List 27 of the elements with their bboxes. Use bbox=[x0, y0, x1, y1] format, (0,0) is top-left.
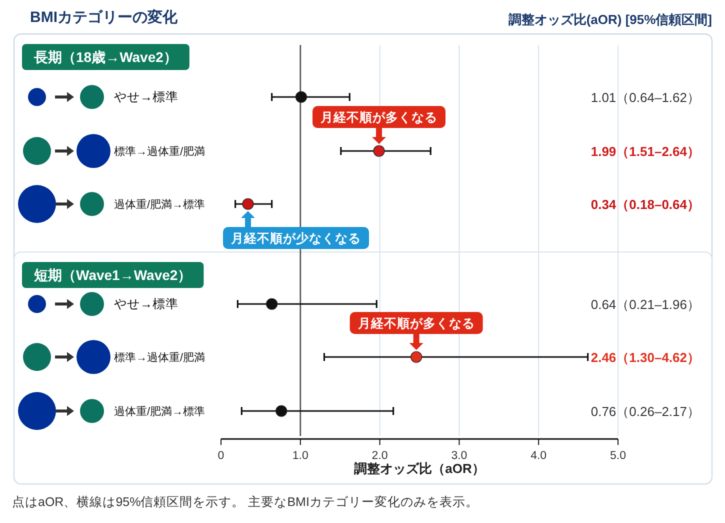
y-tick-label: やせ→標準 bbox=[114, 297, 178, 311]
y-tick-label: やせ→標準 bbox=[114, 90, 178, 104]
text: 長期（18歳→Wave2） bbox=[33, 49, 178, 65]
data-label: 2.46（1.30–4.62） bbox=[590, 350, 700, 365]
x-tick-label: 4.0 bbox=[530, 450, 547, 462]
annotation: 月経不順が少なくなる bbox=[230, 232, 361, 246]
text: 点はaOR、横線は95%信頼区間を示す。 主要なBMIカテゴリー変化のみを表示。 bbox=[12, 494, 478, 509]
y-tick-label: 標準→過体重/肥満 bbox=[114, 145, 206, 158]
data-label: 1.01（0.64–1.62） bbox=[590, 90, 700, 105]
text: 短期（Wave1→Wave2） bbox=[33, 267, 192, 283]
chart-subtitle: 調整オッズ比(aOR) [95%信頼区間] bbox=[508, 12, 712, 27]
data-label: 0.76（0.26–2.17） bbox=[590, 404, 700, 419]
x-tick-label: 0 bbox=[218, 450, 224, 462]
annotation: 月経不順が多くなる bbox=[356, 316, 475, 330]
y-tick-label: 過体重/肥満→標準 bbox=[114, 198, 206, 211]
annotation: 月経不順が多くなる bbox=[320, 110, 438, 124]
data-label: 1.99（1.51–2.64） bbox=[590, 144, 700, 159]
x-tick-label: 3.0 bbox=[451, 450, 468, 462]
x-axis-title: 調整オッズ比（aOR） bbox=[354, 461, 485, 476]
chart-title: BMIカテゴリーの変化 bbox=[30, 8, 178, 26]
y-tick-label: 標準→過体重/肥満 bbox=[114, 351, 206, 364]
x-tick-label: 5.0 bbox=[610, 450, 626, 462]
y-tick-label: 過体重/肥満→標準 bbox=[114, 405, 206, 418]
data-label: 0.34（0.18–0.64） bbox=[590, 197, 700, 212]
x-tick-label: 2.0 bbox=[372, 450, 388, 462]
x-tick-label: 1.0 bbox=[292, 450, 308, 462]
data-label: 0.64（0.21–1.96） bbox=[590, 297, 700, 312]
